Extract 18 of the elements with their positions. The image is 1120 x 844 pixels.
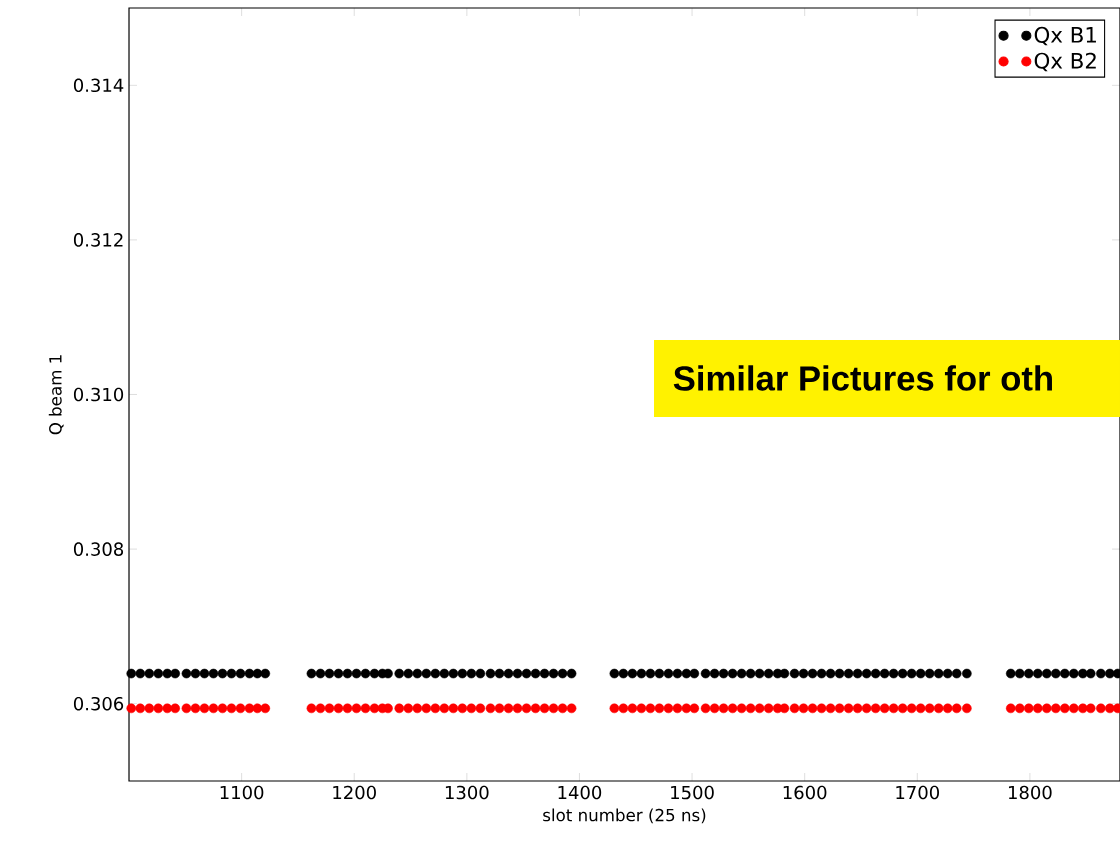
x-tick-label: 1100 (220, 785, 264, 800)
x-axis-title: slot number (25 ns) (543, 808, 706, 824)
annotation: Similar Pictures for oth (673, 365, 1052, 391)
x-tick-label: 1800 (1008, 785, 1052, 800)
x-tick-label: 1200 (333, 785, 376, 800)
y-tick-label: 0.310 (73, 387, 124, 402)
legend-label: Qx B1 (1034, 26, 1096, 46)
x-tick-label: 1400 (558, 785, 602, 800)
y-tick-label: 0.314 (73, 78, 124, 93)
x-tick-label: 1600 (783, 785, 827, 800)
y-axis-title: Q beam 1 (48, 355, 64, 435)
x-tick-label: 1300 (445, 785, 489, 800)
y-tick-label: 0.312 (73, 233, 123, 247)
legend-label: Qx B2 (1034, 52, 1096, 72)
x-tick-label: 1700 (896, 785, 939, 800)
y-tick-label: 0.306 (73, 696, 124, 711)
y-tick-label: 0.308 (73, 542, 124, 556)
x-tick-label: 1500 (671, 785, 714, 800)
